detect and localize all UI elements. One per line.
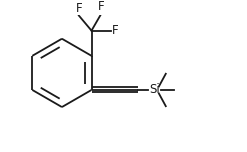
Text: F: F [76, 2, 82, 15]
Text: F: F [98, 0, 105, 13]
Text: F: F [112, 24, 119, 37]
Text: Si: Si [149, 83, 160, 97]
